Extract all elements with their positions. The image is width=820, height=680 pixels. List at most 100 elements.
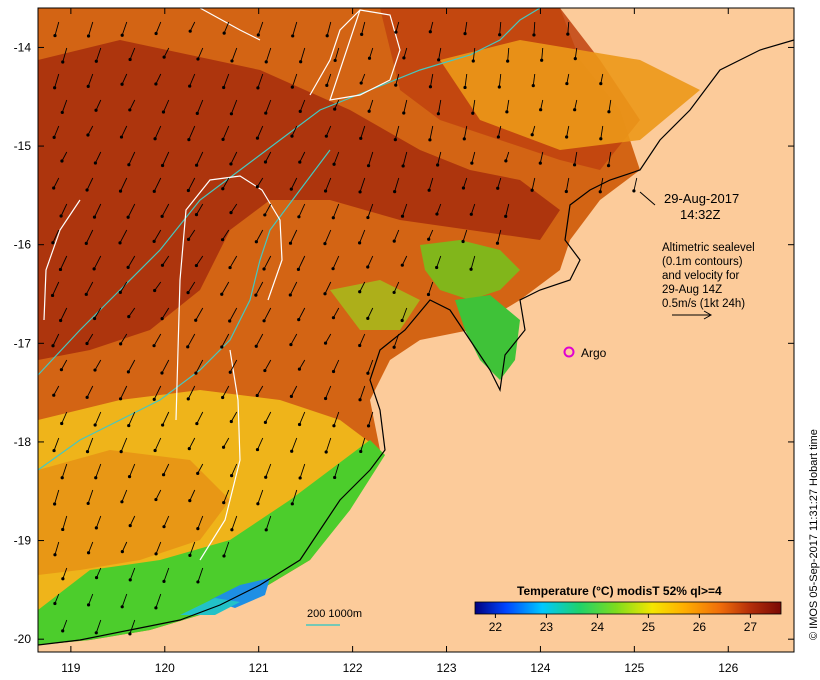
velocity-arrow-shaft xyxy=(121,73,128,85)
velocity-arrow-shaft xyxy=(437,99,442,114)
velocity-arrow-head xyxy=(296,267,301,271)
velocity-arrow-head xyxy=(53,86,57,90)
velocity-arrow-shaft xyxy=(264,203,272,216)
velocity-arrow-shaft xyxy=(223,541,230,557)
velocity-arrow-shaft xyxy=(367,307,374,319)
velocity-arrow-shaft xyxy=(222,177,230,190)
date-pointer-line xyxy=(639,191,656,206)
velocity-arrow-head xyxy=(256,33,260,37)
velocity-arrow-shaft xyxy=(428,229,434,240)
velocity-arrow-shaft xyxy=(359,281,366,292)
velocity-arrow-head xyxy=(221,395,225,400)
velocity-arrow-shaft xyxy=(498,73,502,88)
velocity-arrow-shaft xyxy=(333,359,340,372)
velocity-arrow-shaft xyxy=(128,307,136,317)
velocity-arrow-shaft xyxy=(127,359,136,373)
velocity-arrow-shaft xyxy=(436,203,442,215)
velocity-arrow-head xyxy=(230,474,234,478)
velocity-arrow-head xyxy=(565,81,569,86)
velocity-arrow-shaft xyxy=(368,151,374,166)
velocity-arrow-shaft xyxy=(299,463,306,479)
sst-orange-band xyxy=(440,40,700,150)
velocity-arrow-shaft xyxy=(334,463,340,478)
altimetry-line-1: Altimetric sealevel xyxy=(662,242,755,254)
x-tick-label: 126 xyxy=(718,661,738,675)
colorbar-tick-label: 24 xyxy=(591,620,605,634)
velocity-arrow-head xyxy=(94,576,99,580)
velocity-arrow-head xyxy=(53,601,57,606)
sst-green-strip xyxy=(38,440,385,645)
velocity-arrow-head xyxy=(540,58,544,62)
velocity-arrow-shaft xyxy=(507,47,510,62)
velocity-arrow-shaft xyxy=(129,463,136,477)
velocity-arrow-shaft xyxy=(153,229,162,242)
velocity-arrow-shaft xyxy=(256,177,264,187)
velocity-arrow-shaft xyxy=(463,125,468,139)
velocity-arrow-shaft xyxy=(230,99,238,114)
velocity-arrow-shaft xyxy=(197,567,204,583)
velocity-arrow-head xyxy=(196,527,200,531)
altimetry-line-2: (0.1m contours) xyxy=(662,256,743,268)
velocity-arrow-shaft xyxy=(263,307,272,322)
contour-white-5 xyxy=(199,7,261,41)
velocity-arrow-head xyxy=(254,293,258,297)
velocity-arrow-shaft xyxy=(300,47,306,62)
velocity-arrow-head xyxy=(366,265,370,269)
velocity-arrow-shaft xyxy=(54,593,60,604)
velocity-arrow-shaft xyxy=(359,333,366,346)
velocity-arrow-shaft xyxy=(255,229,264,242)
velocity-arrow-head xyxy=(358,290,362,294)
velocity-arrow-head xyxy=(289,394,294,398)
velocity-arrow-head xyxy=(325,83,329,88)
velocity-arrow-head xyxy=(264,111,268,115)
velocity-arrow-head xyxy=(358,190,362,194)
velocity-arrow-shaft xyxy=(153,333,162,346)
velocity-arrow-head xyxy=(154,82,158,86)
velocity-arrow-head xyxy=(221,137,225,141)
altimetry-line-3: and velocity for xyxy=(662,270,740,282)
velocity-arrow-head xyxy=(436,112,440,116)
velocity-arrow-shaft xyxy=(153,177,162,192)
contour-white-4 xyxy=(309,9,401,101)
velocity-arrow-head xyxy=(50,293,55,298)
velocity-arrow-shaft xyxy=(119,229,128,244)
velocity-arrow-shaft xyxy=(325,177,332,192)
plot-frame xyxy=(37,7,795,653)
velocity-arrow-head xyxy=(120,82,124,86)
velocity-arrow-shaft xyxy=(324,229,332,244)
velocity-arrow-shaft xyxy=(52,333,60,346)
velocity-arrow-head xyxy=(332,424,336,428)
contour-cyan-1 xyxy=(37,7,541,376)
velocity-arrow-shaft xyxy=(497,229,502,244)
velocity-arrow-shaft xyxy=(633,177,638,191)
velocity-arrow-head xyxy=(120,33,124,37)
velocity-arrow-shaft xyxy=(231,47,238,62)
velocity-arrow-shaft xyxy=(332,255,340,269)
velocity-arrow-shaft xyxy=(325,385,332,399)
velocity-arrow-shaft xyxy=(196,255,204,266)
velocity-arrow-head xyxy=(86,84,90,89)
velocity-arrow-shaft xyxy=(359,385,366,400)
velocity-arrow-head xyxy=(532,33,536,37)
velocity-arrow-head xyxy=(160,163,165,168)
velocity-arrow-head xyxy=(94,631,98,635)
velocity-arrow-head xyxy=(437,58,441,62)
velocity-arrow-shaft xyxy=(464,21,468,34)
velocity-arrow-shaft xyxy=(196,99,204,114)
velocity-arrow-shaft xyxy=(162,151,170,166)
velocity-arrow-head xyxy=(52,448,56,453)
velocity-arrow-shaft xyxy=(94,359,102,371)
velocity-arrow-shaft xyxy=(120,177,128,192)
velocity-arrow-head xyxy=(152,397,156,401)
velocity-arrow-shaft xyxy=(395,21,400,33)
velocity-arrow-shaft xyxy=(367,255,374,268)
velocity-arrow-shaft xyxy=(187,281,196,293)
velocity-arrow-shaft xyxy=(163,463,170,475)
velocity-arrow-head xyxy=(471,111,475,115)
velocity-arrow-head xyxy=(255,393,259,398)
velocity-arrow-shaft xyxy=(52,281,60,296)
velocity-arrow-head xyxy=(461,239,465,244)
velocity-arrow-head xyxy=(127,163,131,167)
velocity-arrow-shaft xyxy=(87,125,94,136)
velocity-arrow-head xyxy=(128,108,132,112)
